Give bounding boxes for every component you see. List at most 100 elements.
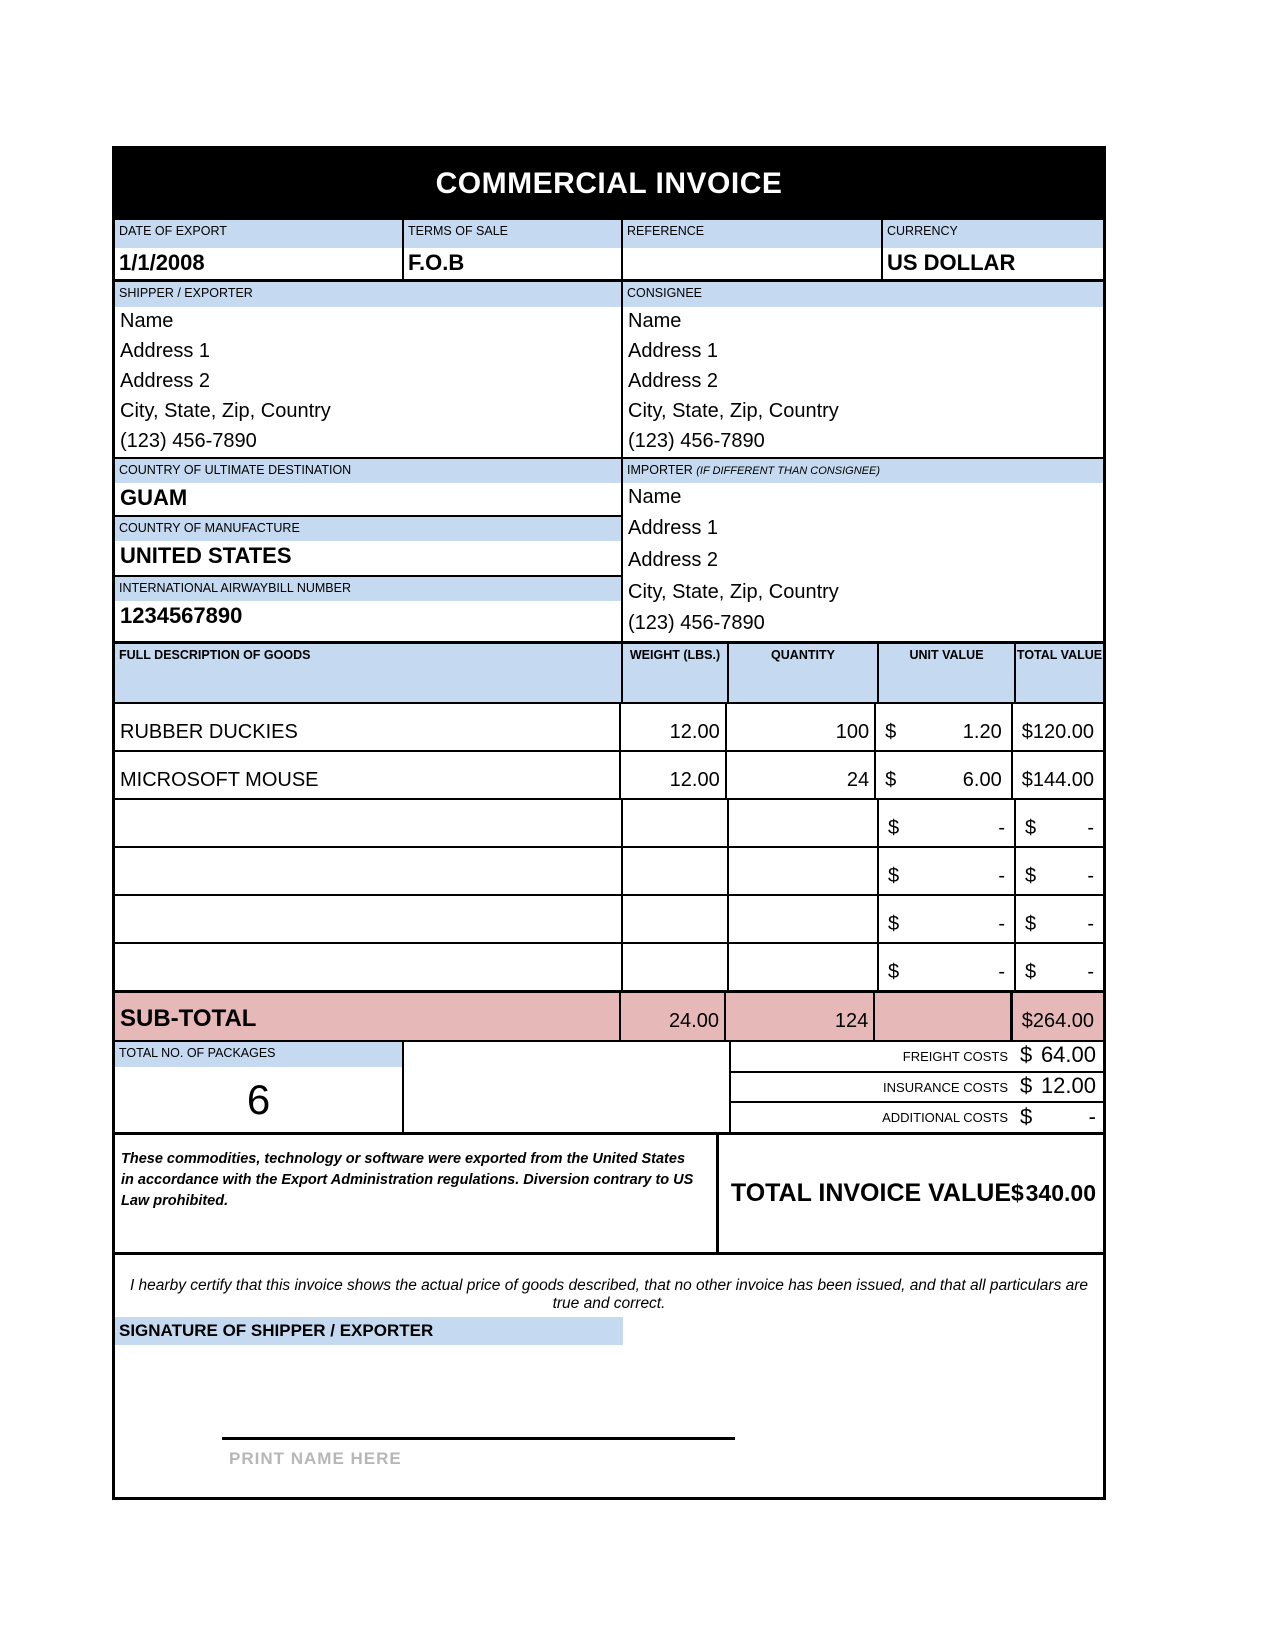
header-unit-value: UNIT VALUE [879, 644, 1016, 702]
goods-weight[interactable]: 12.00 [621, 704, 727, 750]
goods-quantity[interactable] [729, 800, 879, 846]
goods-weight[interactable] [623, 800, 729, 846]
freight-costs-label: FREIGHT COSTS [902, 1048, 1008, 1064]
goods-weight[interactable] [623, 896, 729, 942]
goods-total-value[interactable]: $ - [1025, 817, 1094, 839]
goods-quantity[interactable] [729, 848, 879, 894]
shipper-address1[interactable]: Address 1 [120, 340, 211, 362]
total-section: These commodities, technology or softwar… [115, 1132, 1103, 1255]
goods-unit-value[interactable]: $ - [879, 848, 1016, 894]
total-invoice-label: TOTAL INVOICE VALUE [730, 1179, 1011, 1207]
total-invoice-cell: TOTAL INVOICE VALUE $340.00 [719, 1135, 1103, 1252]
packages-value[interactable]: 6 [246, 1075, 271, 1123]
consignee-address1[interactable]: Address 1 [628, 340, 719, 362]
manufacture-value[interactable]: UNITED STATES [115, 541, 621, 577]
importer-city-line[interactable]: City, State, Zip, Country [628, 580, 839, 603]
goods-weight[interactable] [623, 848, 729, 894]
shipper-city-line[interactable]: City, State, Zip, Country [120, 400, 331, 422]
export-statement: These commodities, technology or softwar… [115, 1135, 719, 1252]
goods-description[interactable] [115, 896, 623, 942]
parties-section: SHIPPER / EXPORTER Name Address 1 Addres… [115, 282, 1103, 459]
goods-quantity[interactable]: 100 [727, 704, 877, 750]
goods-description[interactable]: MICROSOFT MOUSE [115, 752, 622, 798]
goods-total-value[interactable]: $120.00 [1021, 721, 1094, 743]
consignee-name[interactable]: Name [628, 310, 682, 332]
currency-symbol: $ [1021, 1010, 1033, 1032]
date-of-export-cell: DATE OF EXPORT 1/1/2008 [115, 220, 404, 279]
goods-weight[interactable] [623, 944, 729, 990]
goods-total-value[interactable]: $144.00 [1021, 769, 1094, 791]
goods-rows: RUBBER DUCKIES 12.00 100 $1.20 $120.00 M… [115, 704, 1103, 990]
shipper-label: SHIPPER / EXPORTER [115, 282, 621, 307]
goods-weight[interactable]: 12.00 [621, 752, 727, 798]
consignee-city-line[interactable]: City, State, Zip, Country [628, 400, 839, 422]
goods-unit-value[interactable]: $6.00 [876, 752, 1013, 798]
consignee-label: CONSIGNEE [623, 282, 1103, 307]
goods-description[interactable]: RUBBER DUCKIES [115, 704, 622, 750]
header-description: FULL DESCRIPTION OF GOODS [115, 644, 623, 702]
goods-description[interactable] [115, 800, 623, 846]
terms-of-sale-value[interactable]: F.O.B [408, 250, 465, 275]
additional-costs-value[interactable]: $ - [1020, 1103, 1096, 1129]
goods-description[interactable] [115, 944, 623, 990]
importer-address1[interactable]: Address 1 [628, 517, 719, 540]
currency-cell: CURRENCY US DOLLAR [883, 220, 1103, 279]
costs-column: FREIGHT COSTS $64.00 INSURANCE COSTS $12… [731, 1042, 1103, 1132]
goods-table-header: FULL DESCRIPTION OF GOODS WEIGHT (LBS.) … [115, 644, 1103, 704]
importer-section: IMPORTER (IF DIFFERENT THAN CONSIGNEE) N… [623, 459, 1103, 641]
additional-costs-row: ADDITIONAL COSTS $ - [731, 1103, 1103, 1132]
subtotal-unit-value [875, 993, 1012, 1040]
goods-quantity[interactable] [729, 896, 879, 942]
importer-label: IMPORTER (IF DIFFERENT THAN CONSIGNEE) [623, 459, 1103, 483]
importer-address2[interactable]: Address 2 [628, 549, 719, 572]
terms-of-sale-label: TERMS OF SALE [404, 220, 621, 248]
reference-cell: REFERENCE [623, 220, 883, 279]
shipper-address2[interactable]: Address 2 [120, 370, 211, 392]
empty-cell [404, 1042, 731, 1132]
currency-symbol: $ [1020, 1073, 1033, 1098]
goods-row: $ - $ - [115, 944, 1103, 990]
consignee-address2[interactable]: Address 2 [628, 370, 719, 392]
signature-label: SIGNATURE OF SHIPPER / EXPORTER [115, 1317, 623, 1345]
airwaybill-label: INTERNATIONAL AIRWAYBILL NUMBER [115, 577, 621, 601]
goods-unit-value[interactable]: $ - [879, 800, 1016, 846]
importer-phone[interactable]: (123) 456-7890 [628, 612, 765, 635]
shipper-name[interactable]: Name [120, 310, 174, 332]
insurance-costs-label: INSURANCE COSTS [883, 1079, 1008, 1095]
currency-symbol: $ [1011, 1180, 1024, 1206]
terms-of-sale-cell: TERMS OF SALE F.O.B [404, 220, 623, 279]
currency-value[interactable]: US DOLLAR [887, 250, 1016, 275]
consignee-phone[interactable]: (123) 456-7890 [628, 430, 765, 452]
destination-value[interactable]: GUAM [115, 483, 621, 517]
currency-symbol: $ [1025, 913, 1037, 935]
date-of-export-value[interactable]: 1/1/2008 [119, 250, 205, 275]
shipper-phone[interactable]: (123) 456-7890 [120, 430, 257, 452]
print-name-placeholder[interactable]: PRINT NAME HERE [229, 1449, 402, 1468]
packages-label: TOTAL NO. OF PACKAGES [115, 1042, 402, 1067]
goods-quantity[interactable]: 24 [727, 752, 877, 798]
currency-symbol: $ [885, 721, 897, 743]
goods-total-value[interactable]: $ - [1025, 913, 1094, 935]
goods-total-value[interactable]: $ - [1025, 865, 1094, 887]
signature-line[interactable] [222, 1437, 735, 1440]
total-invoice-value: $340.00 [1011, 1180, 1096, 1206]
reference-value[interactable] [623, 248, 881, 279]
goods-unit-value[interactable]: $1.20 [876, 704, 1013, 750]
goods-row: $ - $ - [115, 896, 1103, 944]
currency-label: CURRENCY [883, 220, 1103, 248]
invoice-document: COMMERCIAL INVOICE DATE OF EXPORT 1/1/20… [112, 146, 1106, 1500]
importer-name[interactable]: Name [628, 485, 682, 508]
currency-symbol: $ [1025, 865, 1037, 887]
goods-row: $ - $ - [115, 848, 1103, 896]
header-total-value: TOTAL VALUE [1016, 644, 1103, 702]
freight-costs-value[interactable]: $64.00 [1020, 1042, 1096, 1068]
goods-quantity[interactable] [729, 944, 879, 990]
currency-symbol: $ [1020, 1042, 1033, 1068]
airwaybill-value[interactable]: 1234567890 [120, 603, 243, 628]
currency-symbol: $ [1021, 721, 1033, 743]
goods-unit-value[interactable]: $ - [879, 896, 1016, 942]
goods-total-value[interactable]: $ - [1025, 961, 1094, 983]
goods-unit-value[interactable]: $ - [879, 944, 1016, 990]
insurance-costs-value[interactable]: $12.00 [1020, 1073, 1096, 1098]
goods-description[interactable] [115, 848, 623, 894]
